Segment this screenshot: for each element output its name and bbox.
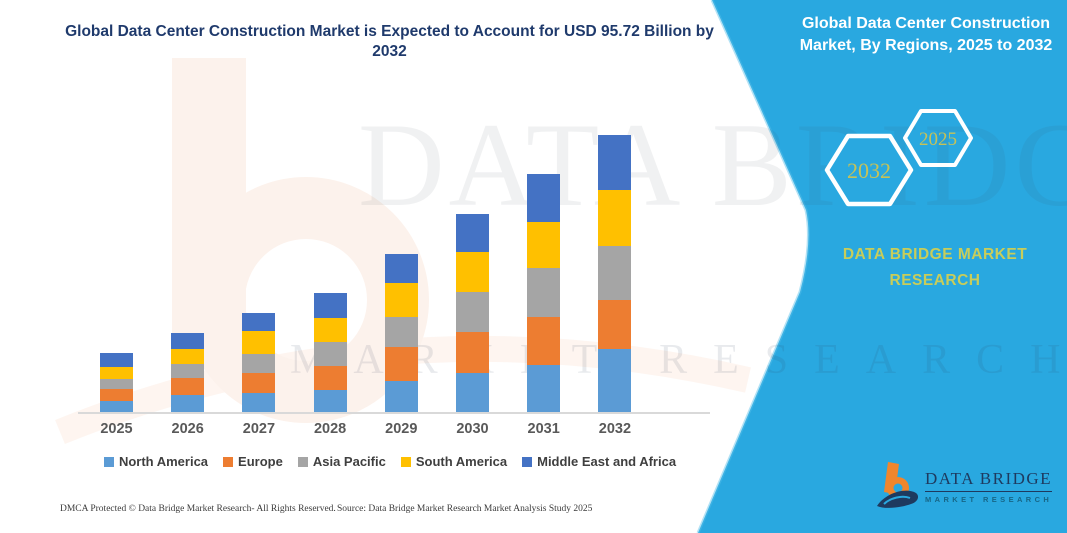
bar-segment-south-america [384,283,418,318]
bar-segment-middle-east-and-africa [313,293,347,318]
x-axis-label-2027: 2027 [242,421,276,437]
bar-segment-north-america [100,401,133,412]
bar-segment-europe [598,300,632,349]
bar-segment-asia-pacific [313,341,347,366]
x-axis-label-2030: 2030 [456,421,489,437]
bar-segment-asia-pacific [527,268,561,318]
x-axis-label-2029: 2029 [385,421,418,437]
chart-legend: North America Europe Asia Pacific South Ame… [70,454,710,469]
bar-segment-europe [384,347,418,382]
bar-segment-middle-east-and-africa [384,254,418,284]
bar-segment-asia-pacific [598,245,632,301]
bar-segment-north-america [384,381,418,412]
bar-segment-north-america [456,372,489,412]
panel-heading: Global Data Center Construction Market, … [799,15,1053,55]
hexagon-year-2025: 2025 [919,129,957,150]
legend-swatch [103,456,114,467]
bar-segment-south-america [598,189,632,246]
hexagon-badge-2032 [824,133,914,207]
x-axis-label-2026: 2026 [171,421,204,437]
bar-segment-south-america [527,222,561,269]
legend-label: North America [118,454,209,469]
bar-segment-asia-pacific [384,317,418,348]
bar-segment-asia-pacific [100,379,133,390]
bar-segment-asia-pacific [242,353,276,373]
legend-item-middle-east-and-africa: Middle East and Africa [522,454,676,469]
legend-item-south-america: South America [400,454,508,469]
bar-2029 [384,254,418,412]
bar-segment-europe [100,389,133,402]
legend-item-europe: Europe [223,454,283,469]
bar-segment-europe [456,331,489,373]
bar-segment-south-america [456,252,489,292]
bar-2031 [527,174,561,412]
bar-segment-north-america [527,365,561,412]
legend-swatch [297,456,308,467]
bar-segment-south-america [242,331,276,354]
x-axis-label-2032: 2032 [598,421,632,437]
footer: DMCA Protected © Data Bridge Market Rese… [0,504,760,524]
bar-2026 [171,333,205,412]
hexagon-year-2032: 2032 [847,158,891,183]
logo-wordmark: DATA BRIDGE MARKET RESEARCH [925,469,1053,504]
bar-2028 [313,293,347,412]
x-axis-line [78,412,710,414]
logo-subtitle: MARKET RESEARCH [925,495,1053,504]
bar-segment-north-america [171,394,205,412]
legend-label: Asia Pacific [312,454,386,469]
teal-panel-background [698,0,1067,533]
legend-item-asia-pacific: Asia Pacific [297,454,386,469]
bar-2032 [598,135,632,412]
x-axis-label-2031: 2031 [527,421,560,437]
bar-2027 [242,313,276,412]
legend-swatch [522,456,533,467]
bar-segment-europe [242,372,276,393]
footer-source-text: Source: Data Bridge Market Research Mark… [337,504,593,514]
bar-segment-middle-east-and-africa [456,214,489,253]
year-hexagon-badges: 2032 2025 [824,109,973,207]
x-axis-labels: 2025 2026 2027 2028 2029 2030 2031 2032 [85,421,707,441]
bar-segment-north-america [598,348,632,412]
x-axis-label-2025: 2025 [100,421,133,437]
brand-caption: DATA BRIDGE MARKET RESEARCH [842,246,1028,290]
bar-segment-asia-pacific [456,291,489,332]
legend-label: South America [415,454,508,469]
bar-2025 [100,353,133,412]
hexagon-badge-2025 [903,109,973,167]
bar-segment-middle-east-and-africa [527,174,561,223]
footer-dmca-text: DMCA Protected © Data Bridge Market Rese… [60,504,336,514]
legend-swatch [400,456,411,467]
logo-name: DATA BRIDGE [925,469,1053,492]
stacked-bar-chart [85,120,707,412]
bar-segment-south-america [100,367,133,380]
legend-item-north-america: North America [103,454,209,469]
x-axis-label-2028: 2028 [313,421,347,437]
brand-logo: DATA BRIDGE MARKET RESEARCH [876,460,1053,512]
bar-segment-north-america [313,390,347,412]
bar-segment-middle-east-and-africa [242,313,276,331]
bar-segment-south-america [171,348,205,364]
bar-2030 [456,214,489,412]
bar-segment-asia-pacific [171,364,205,378]
bar-segment-middle-east-and-africa [100,353,133,368]
bar-segment-middle-east-and-africa [598,135,632,190]
bar-segment-europe [171,377,205,395]
legend-label: Middle East and Africa [537,454,677,469]
bar-segment-north-america [242,392,276,412]
teal-edge-highlight [696,0,810,533]
chart-title: Global Data Center Construction Market i… [65,23,714,61]
bar-segment-europe [527,317,561,366]
bar-segment-south-america [313,317,347,342]
legend-label: Europe [238,454,283,469]
bar-segment-middle-east-and-africa [171,333,205,349]
bar-segment-europe [313,366,347,391]
data-bridge-logo-icon [877,462,918,508]
legend-swatch [223,456,234,467]
